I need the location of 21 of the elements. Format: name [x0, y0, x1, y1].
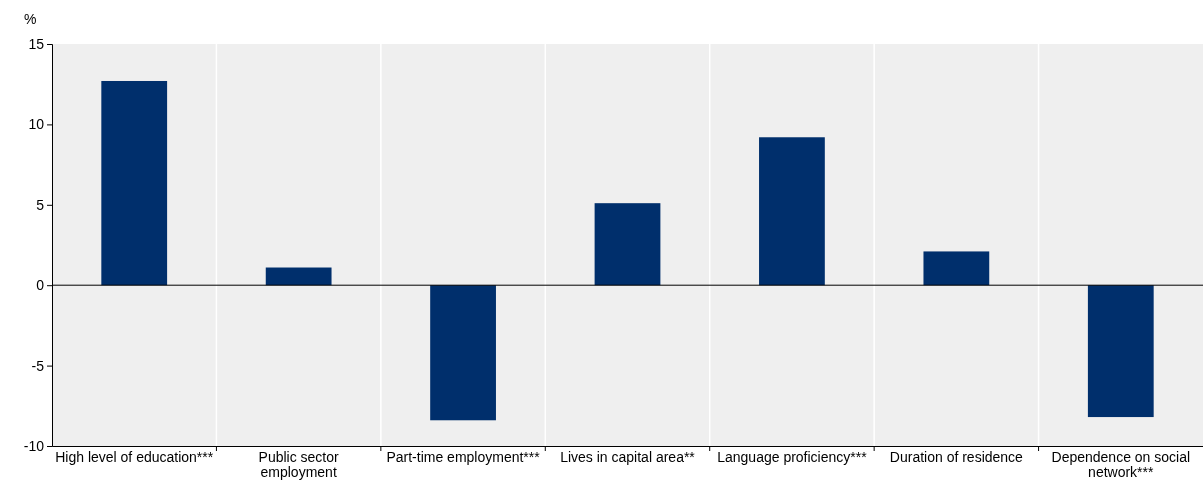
bar	[430, 285, 496, 421]
y-tick-label: 10	[28, 116, 45, 133]
y-tick-label: 15	[28, 35, 45, 52]
y-axis-title: %	[24, 11, 37, 27]
y-tick-label: -10	[23, 437, 45, 454]
x-tick-label: Part-time employment***	[386, 448, 541, 465]
y-tick-label: 5	[36, 196, 45, 213]
y-tick-label: -5	[31, 357, 45, 374]
x-tick-label: Lives in capital area**	[560, 448, 696, 465]
x-tick-label: High level of education***	[55, 448, 214, 465]
bar	[1087, 285, 1154, 418]
x-tick-label: Duration of residence	[889, 448, 1024, 465]
x-tick-label: Dependence on social network***	[1051, 448, 1191, 480]
bar	[265, 267, 332, 286]
y-tick-label: 0	[36, 277, 45, 294]
bar	[759, 137, 825, 286]
x-tick-label: Public sector employment	[258, 448, 340, 480]
bar	[923, 251, 990, 286]
bar	[594, 203, 661, 286]
bar	[101, 80, 168, 286]
x-tick-label: Language proficiency***	[717, 448, 868, 465]
